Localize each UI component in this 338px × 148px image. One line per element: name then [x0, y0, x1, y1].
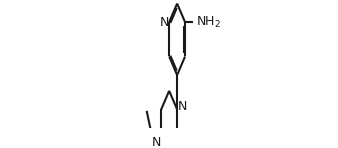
Text: N: N — [177, 100, 187, 113]
Text: N: N — [151, 136, 161, 148]
Text: NH$_2$: NH$_2$ — [196, 15, 221, 30]
Text: N: N — [160, 16, 169, 29]
